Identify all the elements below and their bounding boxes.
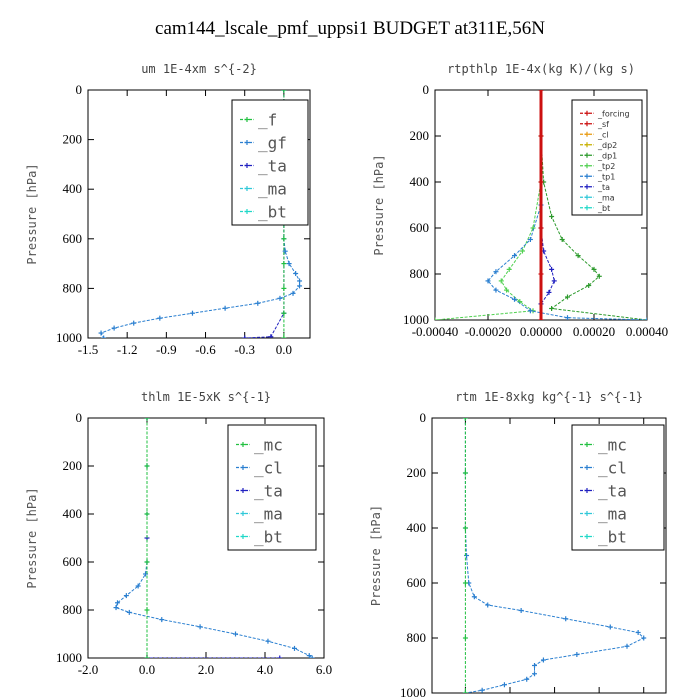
page-title: cam144_lscale_pmf_uppsi1 BUDGET at311E,5… [155,18,545,39]
y-tick-label: 200 [410,128,430,143]
x-tick-label: 6.0 [316,662,332,677]
series-group [435,90,647,320]
x-tick-label: 0.0 [139,662,155,677]
x-tick-label: -0.00040 [412,324,459,339]
legend-entry-ta-label: _ta [598,482,627,501]
series-group [462,418,647,693]
chart-panel-thlm: thlm 1E-5xK s^{-1} Pressure [hPa] 0 200 400 6… [25,390,332,677]
y-tick-label: 800 [63,602,83,617]
x-tick-label: -1.5 [78,342,99,357]
x-tick-label: 0.4 [502,697,519,700]
x-tick-label: -0.00020 [465,324,512,339]
y-axis-label: Pressure [hPa] [25,487,39,588]
legend-entry-forcing-label: _forcing [597,109,630,118]
y-tick-label: 0 [76,82,83,97]
x-tick-label: 1.6 [636,697,653,700]
legend-entry-ma-label: _ma [258,180,287,199]
legend-box [231,99,309,226]
series-group [113,418,315,658]
y-tick-label: 800 [407,630,427,645]
legend-entry-ma-label: _ma [254,505,283,524]
series-line-dp1 [540,90,647,320]
x-tick-label: 0.00040 [626,324,668,339]
y-tick-label: 1000 [56,330,82,345]
y-tick-label: 400 [63,506,83,521]
chart-panel-rtm: rtm 1E-8xkg kg^{-1} s^{-1} Pressure [hPa]… [369,390,667,700]
y-tick-label: 0 [76,410,83,425]
legend-entry-tp1-label: _tp1 [597,172,615,181]
y-tick-label: 600 [63,231,83,246]
x-tick-label: 0.00020 [573,324,615,339]
series-line-tp1 [487,90,647,320]
y-axis-label: Pressure [hPa] [369,505,383,606]
legend-entry-cl-label: _cl [254,459,283,478]
legend-entry-cl-label: _cl [597,130,609,139]
y-tick-label: 200 [63,458,83,473]
legend-entry-dp1-label: _dp1 [597,151,617,160]
legend-entry-bt-label: _bt [597,204,610,213]
chart-panel-rtpthlp: rtpthlp 1E-4x(kg K)/(kg s) Pressure [hPa]… [372,62,668,339]
x-tick-label: 0.8 [546,697,562,700]
y-tick-label: 1000 [400,685,426,700]
plot-frame [87,89,311,339]
legend-entry-gf-label: _gf [258,134,287,153]
x-tick-label: -1.2 [117,342,138,357]
legend-entry-ma-label: _ma [598,505,627,524]
legend-entry-mc-label: _mc [254,436,283,455]
plot-frame [431,417,667,694]
legend-entry-mc-label: _mc [598,436,627,455]
y-tick-label: 200 [407,465,427,480]
x-tick-label: -0.9 [156,342,177,357]
legend-entry-dp2-label: _dp2 [597,141,617,150]
legend-entry-bt-label: _bt [258,203,287,222]
legend-entry-bt-label: _bt [254,528,283,547]
y-tick-label: 400 [407,520,427,535]
legend-entry-ta-label: _ta [254,482,283,501]
legend-entry-ta-label: _ta [258,157,287,176]
panel-title: um 1E-4xm s^{-2} [141,62,257,76]
legend-entry-f-label: _f [258,111,277,130]
legend-entry-cl-label: _cl [598,459,627,478]
x-tick-label: 2.0 [198,662,214,677]
x-tick-label: 0.0 [457,697,473,700]
panel-title: rtpthlp 1E-4x(kg K)/(kg s) [447,62,635,76]
y-axis-label: Pressure [hPa] [25,163,39,264]
y-tick-label: 800 [410,266,430,281]
legend-entry-ma-label: _ma [597,193,615,202]
legend-box [571,99,643,216]
legend-entry-ta-label: _ta [597,183,610,192]
chart-panel-um: um 1E-4xm s^{-2} Pressure [hPa] 0 200 400 600… [25,62,311,357]
y-tick-label: 1000 [403,312,429,327]
y-tick-label: 800 [63,280,83,295]
x-tick-label: -0.6 [195,342,216,357]
panel-title: rtm 1E-8xkg kg^{-1} s^{-1} [455,390,643,404]
y-tick-label: 1000 [56,650,82,665]
y-tick-label: 0 [420,410,427,425]
x-tick-label: -2.0 [78,662,99,677]
x-tick-label: -0.3 [234,342,255,357]
legend-entry-tp2-label: _tp2 [597,162,615,171]
y-axis-label: Pressure [hPa] [372,154,386,255]
y-tick-label: 400 [63,181,83,196]
y-tick-label: 600 [63,554,83,569]
series-line-tp2 [435,90,542,320]
x-tick-label: 1.2 [591,697,607,700]
x-tick-label: 0.00000 [520,324,562,339]
y-tick-label: 200 [63,132,83,147]
legend-entry-sf-label: _sf [597,120,609,129]
x-tick-label: 4.0 [257,662,273,677]
y-tick-label: 400 [410,174,430,189]
panel-title: thlm 1E-5xK s^{-1} [141,390,271,404]
y-tick-label: 600 [407,575,427,590]
legend-entry-bt-label: _bt [598,528,627,547]
y-tick-label: 600 [410,220,430,235]
y-tick-label: 0 [423,82,430,97]
x-tick-label: 0.0 [276,342,292,357]
